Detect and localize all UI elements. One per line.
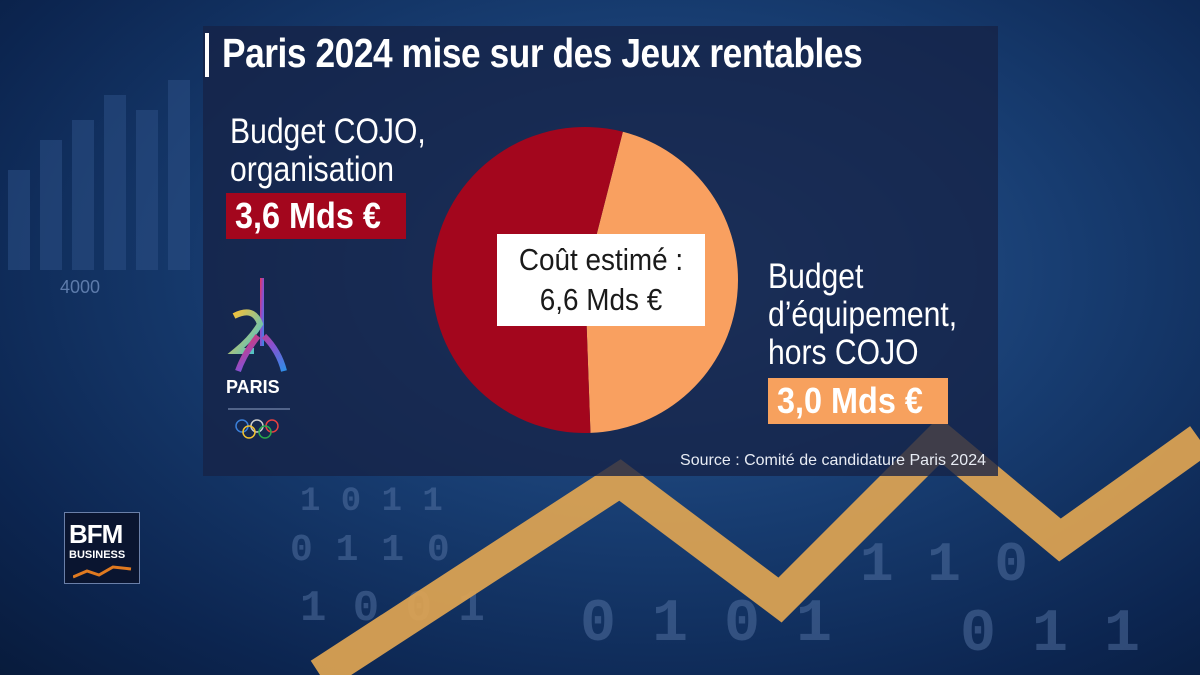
total-cost-value: 6,6 Mds € [539,282,663,317]
source-note: Source : Comité de candidature Paris 202… [680,452,986,469]
svg-text:0 1 1: 0 1 1 [960,601,1140,669]
cojo-value-badge: 3,6 Mds € [226,193,407,239]
total-cost-label: Coût estimé : [518,242,684,277]
svg-text:4000: 4000 [60,277,100,297]
equipment-label: Budget d’équipement, hors COJO [768,257,958,372]
total-cost-box: Coût estimé : 6,6 Mds € [497,234,705,326]
paris-2024-logo: PARIS [226,278,290,439]
chart-title: Paris 2024 mise sur des Jeux rentables [222,30,863,76]
cojo-label: Budget COJO, organisation [230,112,426,189]
equipment-value-badge: 3,0 Mds € [768,378,949,424]
svg-text:1 0 1 1: 1 0 1 1 [300,483,443,521]
svg-text:1 1 0: 1 1 0 [860,533,1028,597]
svg-text:0 1 1 0: 0 1 1 0 [290,529,450,572]
bfm-business-logo: BFM BUSINESS [64,512,140,584]
svg-text:PARIS: PARIS [226,377,280,397]
title-accent-bar [205,33,209,77]
